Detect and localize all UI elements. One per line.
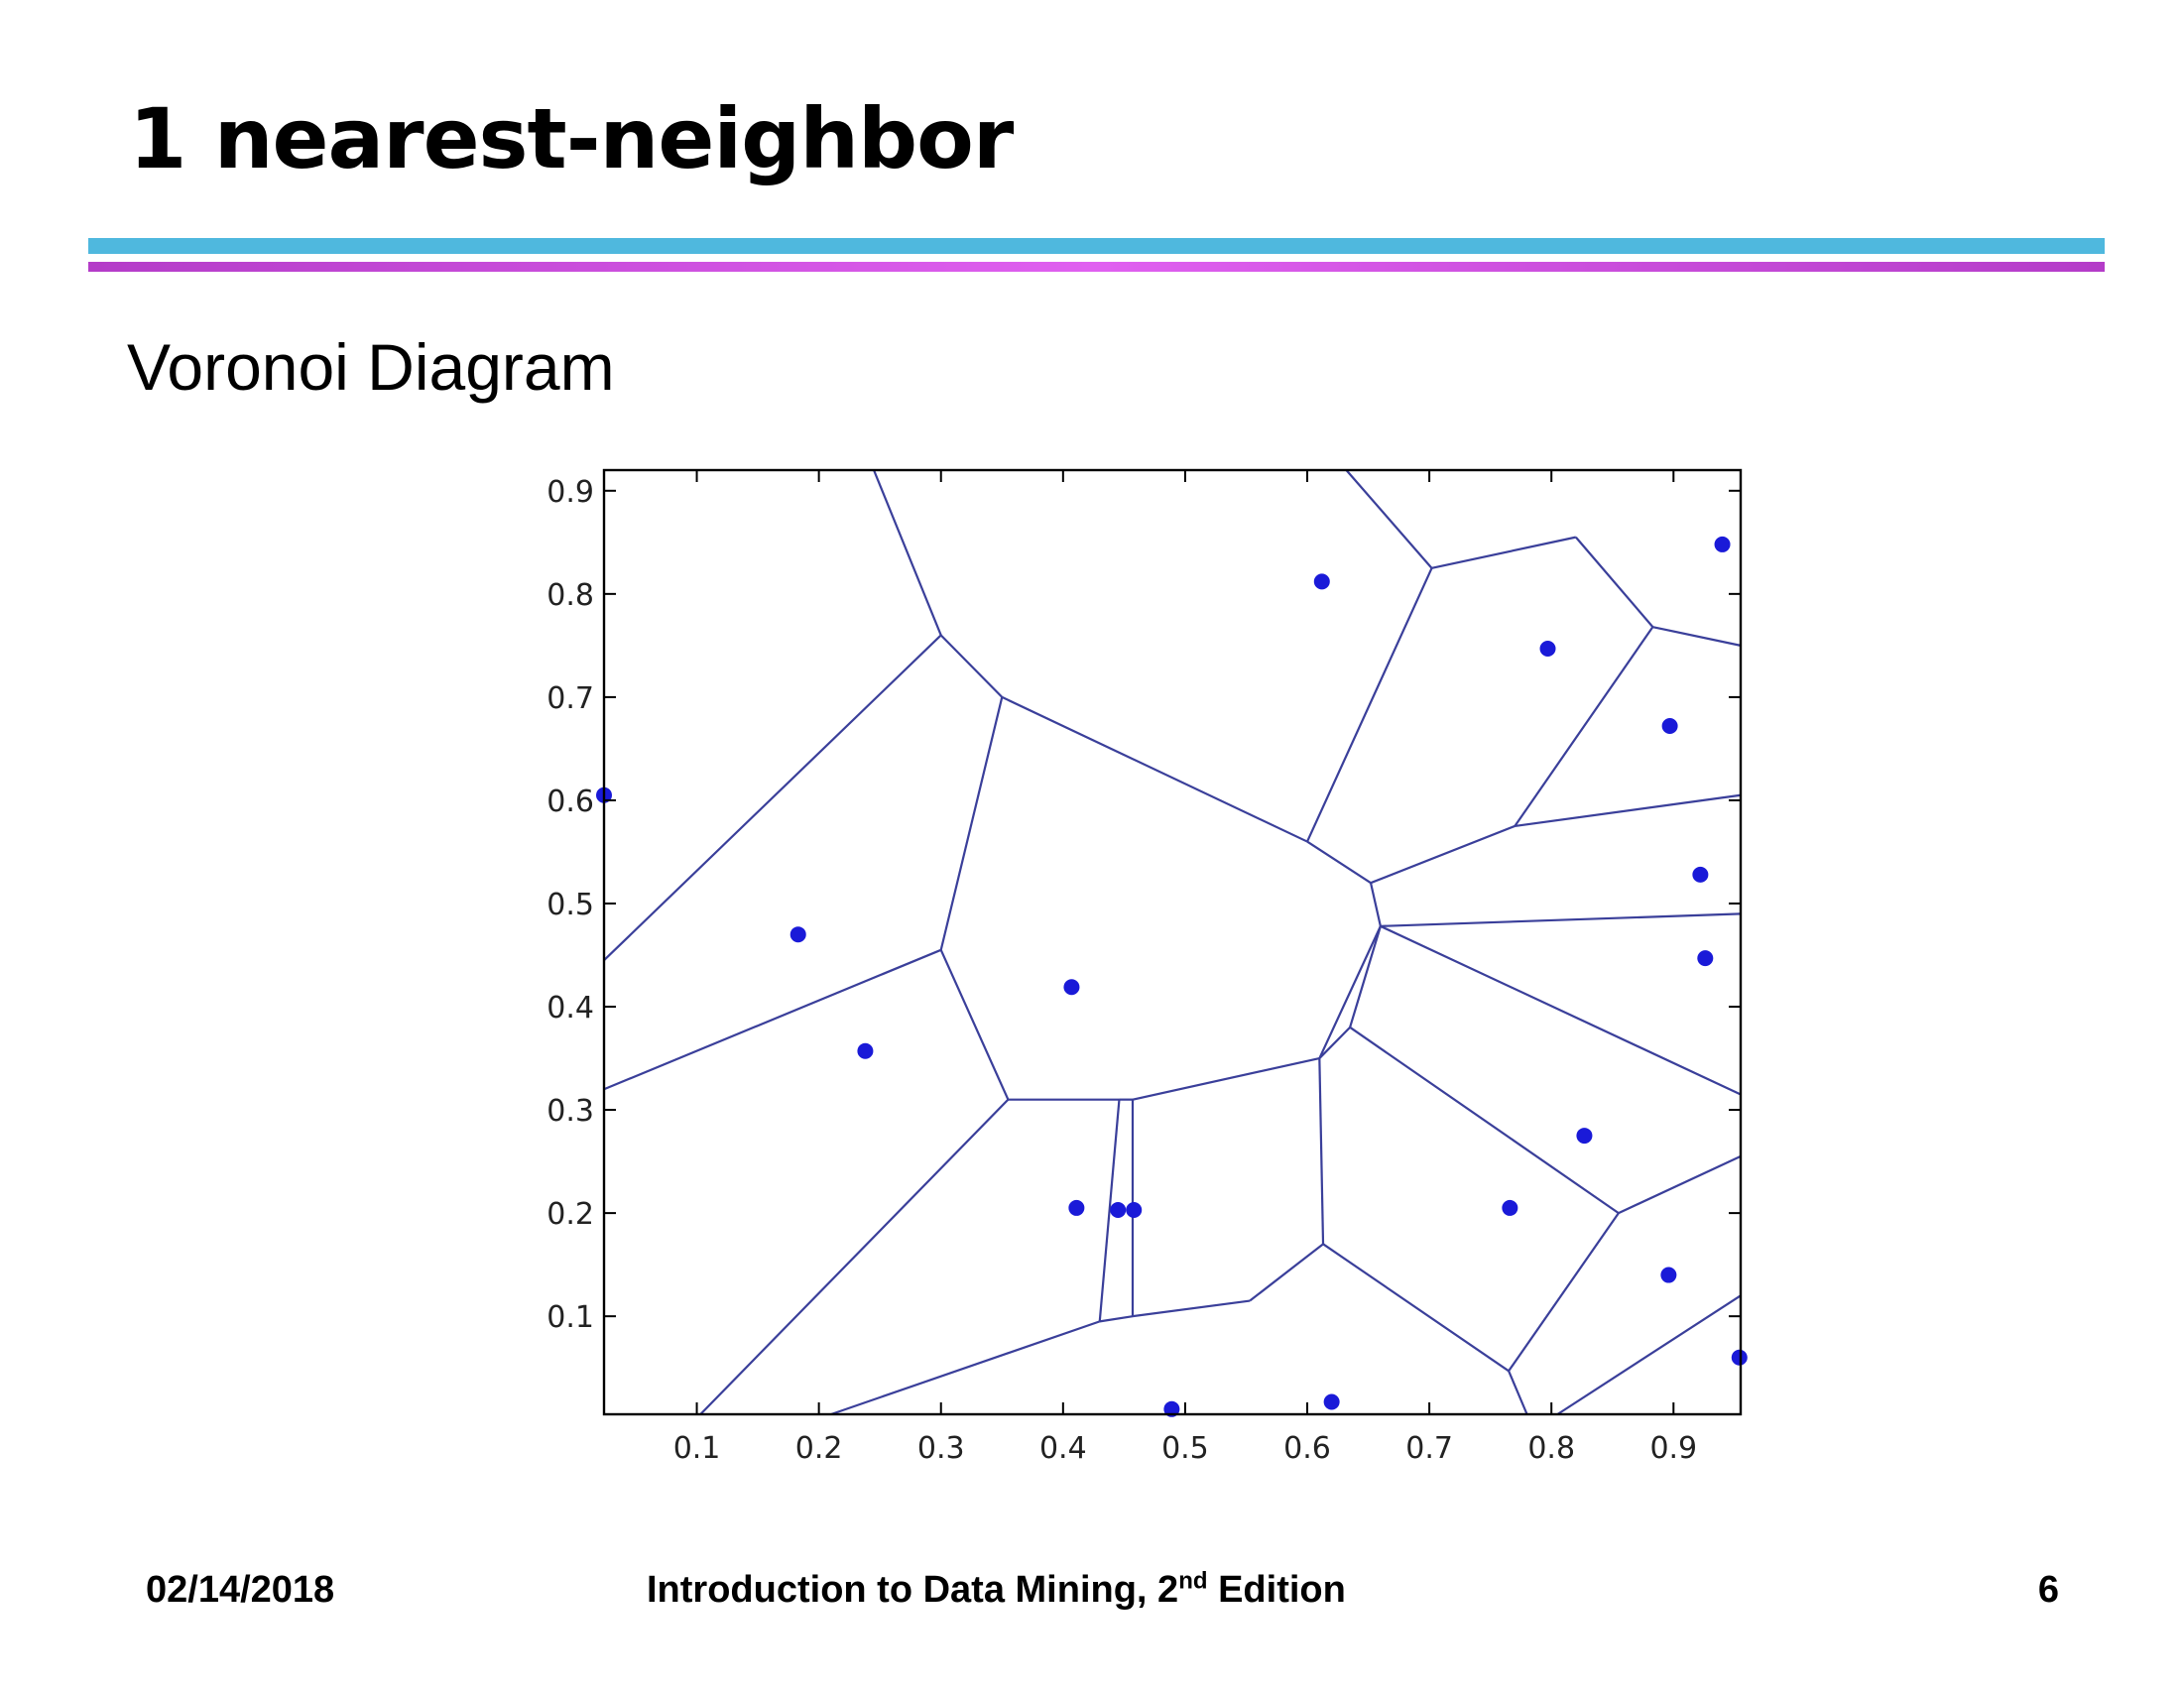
voronoi-edge (1370, 824, 1516, 885)
y-tick-label: 0.1 (546, 1300, 594, 1335)
voronoi-edge (939, 634, 1004, 698)
plot-frame (602, 468, 1743, 1416)
data-point (1068, 1199, 1085, 1216)
data-point (1502, 1199, 1518, 1216)
voronoi-edge (1318, 925, 1382, 1059)
x-tick-label: 0.3 (917, 1431, 965, 1466)
voronoi-edge (1349, 925, 1382, 1028)
slide-title: 1 nearest-neighbor (129, 90, 1014, 187)
footer-book-title-main: Introduction to Data Mining, 2 (647, 1569, 1179, 1611)
voronoi-edge (1132, 1299, 1251, 1318)
footer-date: 02/14/2018 (146, 1569, 335, 1611)
voronoi-edge (1306, 567, 1433, 843)
voronoi-edge (1508, 1212, 1620, 1372)
data-point (1110, 1201, 1127, 1218)
y-tick-label: 0.6 (546, 785, 594, 819)
data-points (596, 536, 1748, 1417)
data-point (1660, 1267, 1677, 1283)
voronoi-edge (939, 696, 1004, 951)
voronoi-edge (1318, 1058, 1325, 1245)
voronoi-edge (1099, 1315, 1134, 1323)
x-tick-label: 0.2 (795, 1431, 843, 1466)
data-point (1063, 979, 1080, 996)
y-tick-label: 0.8 (546, 578, 594, 613)
data-point (1163, 1400, 1180, 1417)
y-tick-label: 0.9 (546, 475, 594, 510)
voronoi-edge (1508, 1370, 1528, 1415)
data-point (1697, 950, 1714, 967)
y-tick-label: 0.5 (546, 888, 594, 922)
voronoi-edge (1574, 536, 1654, 628)
voronoi-edge (830, 1320, 1101, 1416)
voronoi-edge (1306, 840, 1372, 885)
voronoi-edge (1001, 695, 1308, 843)
x-tick-label: 0.6 (1283, 1431, 1331, 1466)
data-point (1323, 1393, 1340, 1410)
y-tick-label: 0.3 (546, 1094, 594, 1129)
y-tick-label: 0.7 (546, 681, 594, 716)
voronoi-edge (1618, 1154, 1742, 1215)
voronoi-edge (1369, 882, 1382, 927)
y-tick-label: 0.4 (546, 991, 594, 1026)
voronoi-edge (1515, 793, 1742, 828)
data-point (789, 926, 806, 943)
voronoi-edge (603, 634, 942, 961)
chart-axes: 0.1 0.2 0.3 0.4 0.5 0.6 0.7 0.8 0.9 0.1 0.2 0.3 0.4 0… (546, 468, 1743, 1466)
voronoi-edge (1652, 626, 1742, 647)
voronoi-edge (699, 1098, 1010, 1415)
data-point (1313, 573, 1330, 590)
data-point (1539, 640, 1556, 657)
voronoi-edge (603, 948, 942, 1091)
footer-book-title: Introduction to Data Mining, 2nd Edition (647, 1567, 1346, 1613)
voronoi-edge (1380, 912, 1742, 927)
x-tick-label: 0.1 (673, 1431, 721, 1466)
voronoi-edge (1514, 626, 1654, 827)
footer-book-title-end: Edition (1207, 1569, 1346, 1611)
data-point (857, 1042, 874, 1059)
voronoi-edge (939, 949, 1010, 1101)
voronoi-edge (1556, 1294, 1742, 1415)
voronoi-edge (1249, 1243, 1324, 1302)
slide-subtitle: Voronoi Diagram (127, 330, 615, 404)
x-tick-label: 0.8 (1527, 1431, 1575, 1466)
y-tick-label: 0.2 (546, 1197, 594, 1232)
voronoi-edge (1380, 924, 1742, 1096)
footer-book-title-superscript: nd (1178, 1567, 1208, 1595)
title-underline-blue (88, 238, 2105, 254)
data-point (1126, 1201, 1143, 1218)
x-tick-label: 0.5 (1161, 1431, 1209, 1466)
voronoi-edge (1349, 1026, 1620, 1215)
data-point (1714, 536, 1731, 552)
voronoi-edges (603, 469, 1742, 1416)
data-point (1731, 1349, 1748, 1366)
x-tick-label: 0.9 (1649, 1431, 1697, 1466)
voronoi-edge (873, 469, 942, 636)
page-number: 6 (2037, 1569, 2059, 1611)
voronoi-edge (1132, 1056, 1320, 1101)
data-point (1661, 718, 1678, 735)
title-underline-purple (88, 262, 2105, 272)
data-point (1576, 1128, 1593, 1145)
data-point (1692, 866, 1709, 883)
voronoi-edge (1431, 536, 1577, 569)
voronoi-edge (1098, 1099, 1121, 1322)
x-tick-label: 0.4 (1039, 1431, 1087, 1466)
voronoi-edge (1345, 469, 1433, 569)
x-tick-label: 0.7 (1405, 1431, 1453, 1466)
voronoi-edge (1322, 1243, 1510, 1373)
voronoi-edge (1318, 1027, 1351, 1059)
